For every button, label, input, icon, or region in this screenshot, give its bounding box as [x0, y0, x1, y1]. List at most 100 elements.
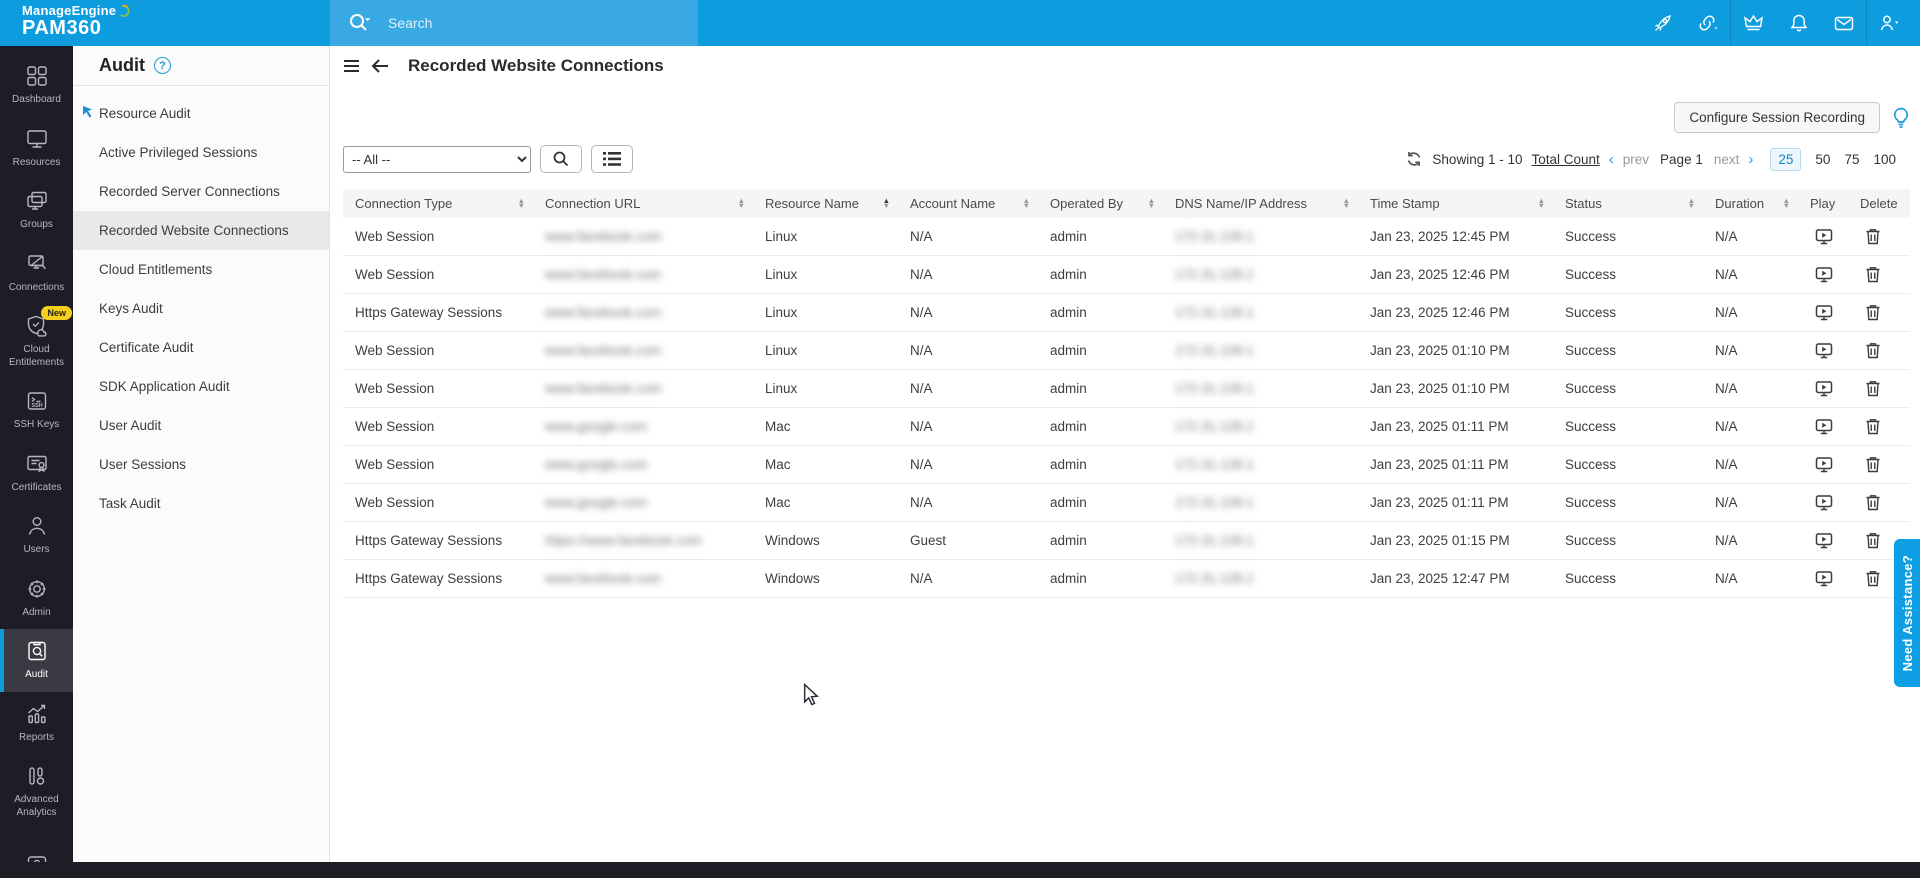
configure-session-recording-button[interactable]: Configure Session Recording — [1674, 102, 1880, 133]
audit-menu-item[interactable]: Keys Audit — [99, 301, 163, 316]
play-recording-button[interactable] — [1814, 303, 1834, 323]
sidebar-item-connections[interactable]: Connections — [0, 242, 73, 305]
menu-toggle-icon[interactable] — [344, 59, 361, 73]
sidebar-item-cloud-entitlements[interactable]: New Cloud Entitlements — [0, 304, 73, 379]
audit-menu-item[interactable]: User Audit — [99, 418, 162, 433]
back-arrow-icon[interactable] — [371, 58, 390, 74]
rocket-icon[interactable] — [1640, 0, 1685, 46]
sidebar-item-groups[interactable]: Groups — [0, 179, 73, 242]
sort-icon[interactable]: ▲ ▼ — [882, 195, 890, 210]
column-header[interactable]: Time Stamp ▲ ▼ — [1370, 195, 1545, 211]
lightbulb-icon[interactable] — [1890, 106, 1912, 130]
play-recording-button[interactable] — [1814, 341, 1834, 361]
column-header[interactable]: Operated By ▲ ▼ — [1050, 195, 1155, 211]
page-size-option[interactable]: 25 — [1770, 147, 1802, 171]
sidebar-item-reports[interactable]: Reports — [0, 692, 73, 755]
play-recording-button[interactable] — [1814, 265, 1834, 285]
column-header[interactable]: Connection URL ▲ ▼ — [545, 195, 745, 211]
audit-menu-item[interactable]: Recorded Website Connections — [73, 211, 329, 250]
audit-menu-item[interactable]: Active Privileged Sessions — [99, 145, 258, 160]
delete-recording-button[interactable] — [1864, 303, 1882, 322]
delete-recording-button[interactable] — [1864, 341, 1882, 360]
next-page-button[interactable]: next — [1713, 151, 1740, 167]
audit-menu-item[interactable]: User Sessions — [99, 457, 187, 472]
play-recording-button[interactable] — [1814, 455, 1834, 475]
bell-icon[interactable] — [1776, 0, 1821, 46]
sort-icon[interactable]: ▲ ▼ — [1687, 195, 1695, 210]
audit-type-filter-select[interactable]: -- All -- — [343, 145, 531, 173]
mail-icon[interactable] — [1821, 0, 1866, 46]
column-header[interactable]: Resource Name ▲ ▼ — [765, 195, 890, 211]
main-content: Recorded Website Connections Configure S… — [330, 46, 1920, 862]
audit-menu-item[interactable]: Resource Audit — [73, 94, 329, 133]
sort-icon[interactable]: ▲ ▼ — [1147, 195, 1155, 210]
prev-page-button[interactable]: prev — [1622, 151, 1650, 167]
column-header[interactable]: Account Name ▲ ▼ — [910, 195, 1030, 211]
delete-recording-button[interactable] — [1864, 227, 1882, 246]
crown-icon[interactable] — [1731, 0, 1776, 46]
help-icon[interactable]: ? — [153, 57, 171, 74]
resource-name-cell: Mac — [765, 495, 791, 510]
play-recording-button[interactable] — [1814, 531, 1834, 551]
audit-menu-item[interactable]: Recorded Server Connections — [99, 184, 280, 199]
resource-name-cell: Linux — [765, 381, 798, 396]
column-header[interactable]: Play — [1810, 196, 1836, 211]
search-icon[interactable] — [348, 12, 374, 34]
total-count-link[interactable]: Total Count — [1531, 151, 1600, 167]
delete-recording-button[interactable] — [1864, 379, 1882, 398]
need-assistance-tab[interactable]: Need Assistance? — [1894, 539, 1920, 687]
next-chevron-icon[interactable]: › — [1748, 150, 1754, 168]
play-icon — [1815, 304, 1833, 320]
pam360-logo[interactable]: ManageEngine PAM360 — [22, 4, 130, 39]
operated-by-cell: admin — [1050, 419, 1087, 434]
play-recording-button[interactable] — [1814, 493, 1834, 513]
page-size-option[interactable]: 75 — [1844, 151, 1860, 167]
delete-recording-button[interactable] — [1864, 265, 1882, 284]
search-input[interactable] — [388, 15, 668, 31]
delete-recording-button[interactable] — [1864, 569, 1882, 588]
sort-icon[interactable]: ▲ ▼ — [1022, 195, 1030, 210]
play-recording-button[interactable] — [1814, 569, 1834, 589]
sort-icon[interactable]: ▲ ▼ — [737, 195, 745, 210]
play-recording-button[interactable] — [1814, 379, 1834, 399]
sidebar-item-advanced-analytics[interactable]: Advanced Analytics — [0, 754, 73, 829]
sidebar-item-admin[interactable]: Admin — [0, 567, 73, 630]
refresh-icon[interactable] — [1405, 150, 1423, 168]
sidebar-item-audit[interactable]: Audit — [0, 629, 73, 692]
sort-icon[interactable]: ▲ ▼ — [1537, 195, 1545, 210]
delete-recording-button[interactable] — [1864, 531, 1882, 550]
users-icon — [28, 516, 45, 535]
column-header[interactable]: Duration ▲ ▼ — [1715, 195, 1790, 211]
sidebar-item-ssh-keys[interactable]: SSH SSH Keys — [0, 379, 73, 442]
sidebar-item-resources[interactable]: Resources — [0, 117, 73, 180]
play-recording-button[interactable] — [1814, 227, 1834, 247]
page-size-option[interactable]: 100 — [1873, 151, 1896, 167]
audit-menu-item[interactable]: Cloud Entitlements — [99, 262, 213, 277]
account-name-cell: N/A — [910, 571, 933, 586]
column-header[interactable]: DNS Name/IP Address ▲ ▼ — [1175, 195, 1350, 211]
duration-cell: N/A — [1715, 305, 1738, 320]
delete-recording-button[interactable] — [1864, 417, 1882, 436]
delete-recording-button[interactable] — [1864, 455, 1882, 474]
user-menu-icon[interactable] — [1867, 0, 1912, 46]
sort-icon[interactable]: ▲ ▼ — [1342, 195, 1350, 210]
dns-ip-cell: 172.31.128.1 — [1175, 267, 1254, 282]
search-filter-button[interactable] — [540, 145, 582, 173]
sort-icon[interactable]: ▲ ▼ — [1782, 195, 1790, 210]
link-icon[interactable] — [1685, 0, 1730, 46]
sidebar-item-certificates[interactable]: Certificates — [0, 442, 73, 505]
column-header[interactable]: Connection Type ▲ ▼ — [355, 195, 525, 211]
audit-menu-item[interactable]: SDK Application Audit — [99, 379, 230, 394]
delete-recording-button[interactable] — [1864, 493, 1882, 512]
audit-menu-item[interactable]: Task Audit — [99, 496, 161, 511]
sort-icon[interactable]: ▲ ▼ — [517, 195, 525, 210]
prev-chevron-icon[interactable]: ‹ — [1608, 150, 1614, 168]
column-header[interactable]: Status ▲ ▼ — [1565, 195, 1695, 211]
column-chooser-button[interactable] — [591, 145, 633, 173]
audit-menu-item[interactable]: Certificate Audit — [99, 340, 194, 355]
play-recording-button[interactable] — [1814, 417, 1834, 437]
sidebar-item-users[interactable]: Users — [0, 504, 73, 567]
column-header[interactable]: Delete — [1860, 196, 1898, 211]
page-size-option[interactable]: 50 — [1815, 151, 1831, 167]
sidebar-item-dashboard[interactable]: Dashboard — [0, 54, 73, 117]
